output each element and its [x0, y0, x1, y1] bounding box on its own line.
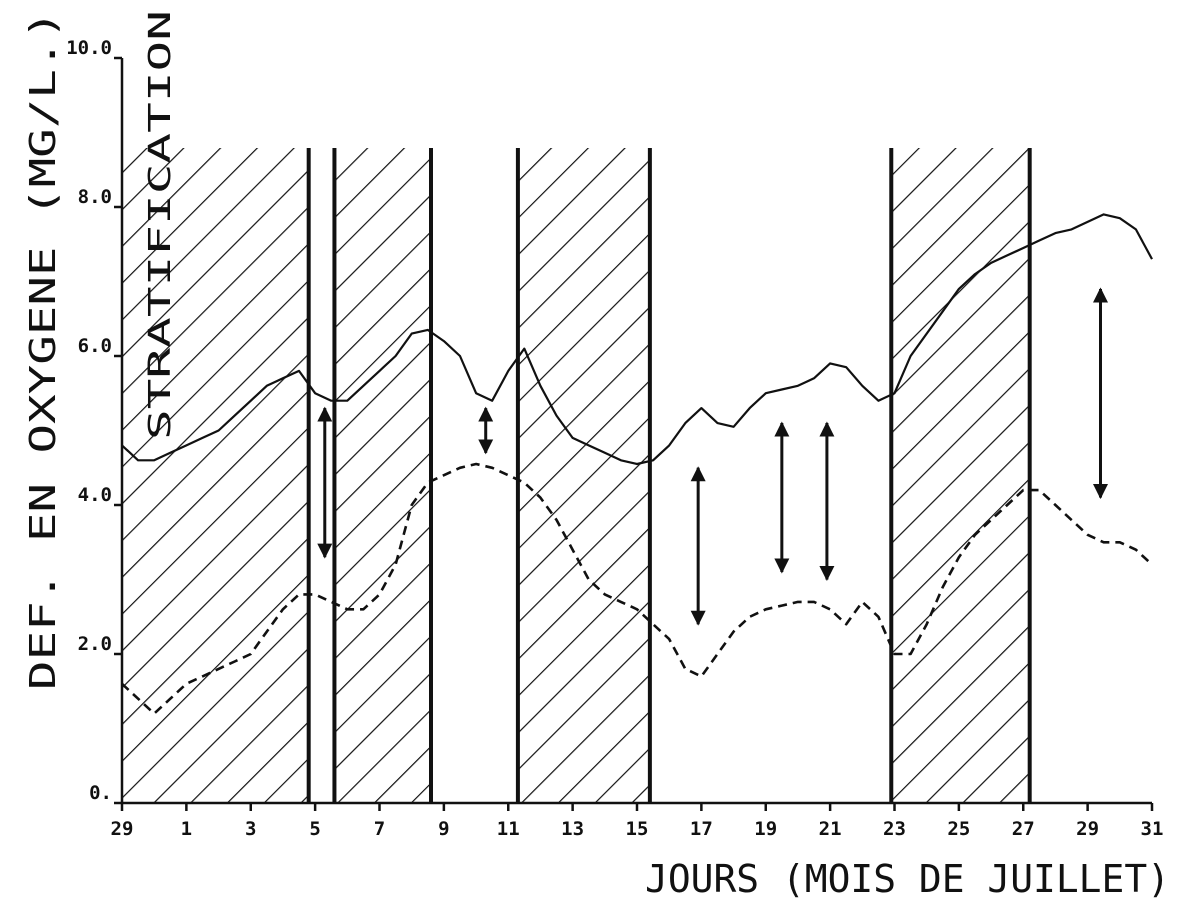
stratification-period-2 [517, 148, 650, 803]
x-tick-label-12: 23 [883, 818, 906, 840]
x-tick-label-3: 5 [309, 818, 320, 840]
series [121, 213, 1153, 715]
x-tick-label-5: 9 [438, 818, 449, 840]
x-tick-label-15: 29 [1076, 818, 1099, 840]
x-tick-label-9: 17 [690, 818, 713, 840]
x-tick-label-16: 31 [1141, 818, 1164, 840]
series-line-solid [121, 213, 1153, 466]
x-tick-label-8: 15 [626, 818, 649, 840]
x-tick-label-1: 1 [181, 818, 192, 840]
stratification-periods [122, 148, 1032, 803]
x-tick-label-13: 25 [947, 818, 970, 840]
y-tick-label-0: 0. [89, 782, 112, 804]
x-tick-label-10: 19 [754, 818, 777, 840]
x-tick-label-0: 29 [111, 818, 134, 840]
x-tick-label-2: 3 [245, 818, 256, 840]
arrows [317, 287, 1108, 626]
x-tick-label-6: 11 [497, 818, 520, 840]
y-tick-label-3: 6.0 [78, 335, 112, 357]
y-tick-label-1: 2.0 [78, 633, 112, 655]
stratification-label: STRATIFICATION [143, 10, 178, 440]
series-line-dashed [121, 462, 1153, 715]
y-axis-title: DEF. EN OXYGENE (MG/L.) [23, 10, 64, 690]
x-tick-label-4: 7 [374, 818, 385, 840]
y-tick-label-2: 4.0 [78, 484, 112, 506]
x-tick-label-7: 13 [561, 818, 584, 840]
x-tick-label-11: 21 [819, 818, 842, 840]
stratification-period-0 [122, 148, 309, 803]
y-tick-label-4: 8.0 [78, 186, 112, 208]
x-tick-label-14: 27 [1012, 818, 1035, 840]
x-axis-title: JOURS (MOIS DE JUILLET) [645, 857, 1170, 901]
y-tick-label-5: 10.0 [66, 37, 112, 59]
ticks: 29 1 3 5 7 9 11 13 15 17 19 21 23 25 27 29 310.2.04.06.0… [66, 37, 1163, 840]
stratification-period-3 [891, 148, 1030, 803]
stratification-period-1 [334, 148, 431, 803]
